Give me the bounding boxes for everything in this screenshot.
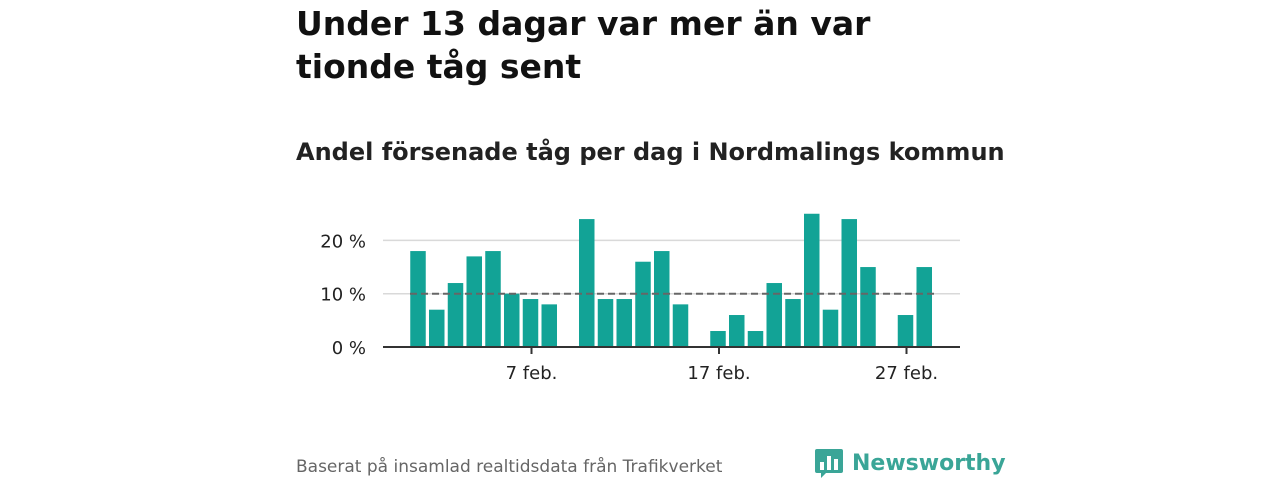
bar-chart: 0 % 10 % 20 % 7 feb. 17 feb. 27 feb. [320,213,960,384]
newsworthy-logo: Newsworthy [814,446,1006,480]
bar [710,331,726,347]
bar [504,293,520,347]
bar [466,256,482,347]
bar [729,315,745,347]
bar [616,299,632,347]
chart-subtitle: Andel försenade tåg per dag i Nordmaling… [296,138,1005,166]
bar [654,251,670,347]
logo-text: Newsworthy [852,450,1006,476]
bar [447,283,464,347]
y-tick-label: 10 % [320,285,366,306]
bar [485,251,501,347]
bar [841,219,857,347]
bar [635,261,651,347]
newsworthy-chart-bubble-icon [815,449,843,478]
x-tick-label: 27 feb. [875,363,938,384]
x-tick-label: 7 feb. [506,363,558,384]
source-note: Baserat på insamlad realtidsdata från Tr… [296,457,723,477]
bar [766,283,782,347]
y-tick-label: 0 % [332,338,366,359]
bar [410,251,426,347]
bar [804,213,820,347]
bar [785,299,801,347]
bar [822,309,839,347]
x-tick-label: 17 feb. [687,363,750,384]
y-tick-labels: 0 % 10 % 20 % [320,231,366,359]
bar [541,304,557,347]
bar [429,309,445,347]
x-axis: 7 feb. 17 feb. 27 feb. [383,346,960,384]
bar [672,304,689,347]
bar [522,299,539,347]
bar [747,331,764,347]
chart-title: Under 13 dagar var mer än var tionde tåg… [296,4,871,86]
bar [579,219,595,347]
bar [897,315,914,347]
bar [597,299,614,347]
bars [410,213,932,347]
bar [916,267,932,347]
y-tick-label: 20 % [320,231,366,252]
bar [860,267,876,347]
